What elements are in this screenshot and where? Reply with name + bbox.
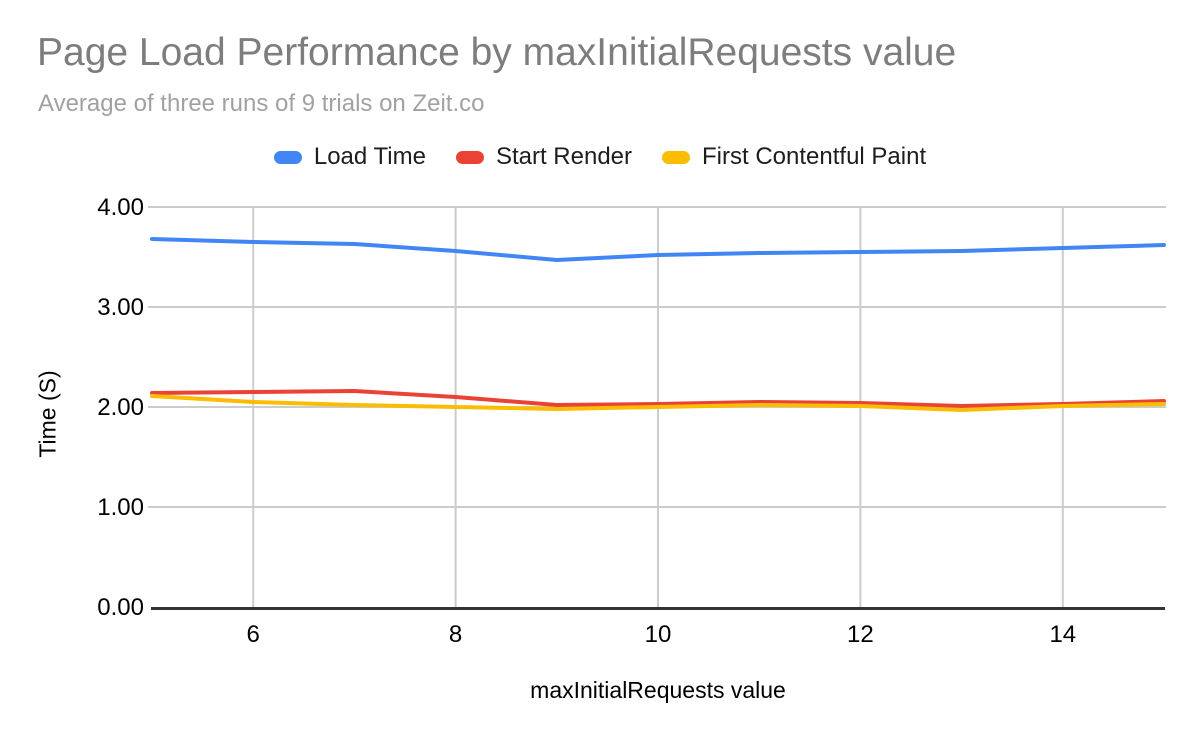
x-tick-label: 8 bbox=[449, 621, 462, 648]
legend-item-first-contentful-paint: First Contentful Paint bbox=[662, 143, 926, 171]
legend-swatch-load-time bbox=[273, 150, 302, 164]
series-line-start-render bbox=[150, 389, 1166, 408]
legend-label-start-render: Start Render bbox=[495, 143, 633, 170]
x-tick-label: 12 bbox=[847, 621, 874, 648]
legend-item-start-render: Start Render bbox=[455, 143, 633, 171]
x-axis-title: maxInitialRequests value bbox=[530, 677, 786, 703]
y-tick-label: 0.00 bbox=[97, 594, 144, 621]
y-tick-label: 3.00 bbox=[97, 294, 144, 321]
y-tick-label: 1.00 bbox=[97, 494, 144, 521]
x-tick-label: 10 bbox=[645, 621, 672, 648]
legend-swatch-first-contentful-paint bbox=[662, 150, 691, 164]
y-tick-label: 2.00 bbox=[97, 394, 144, 421]
series-line-first-contentful-paint bbox=[150, 394, 1166, 412]
chart-subtitle: Average of three runs of 9 trials on Zei… bbox=[38, 90, 485, 117]
legend: Load Time Start Render First Contentful … bbox=[0, 143, 1200, 171]
legend-swatch-start-render bbox=[455, 150, 484, 164]
legend-item-load-time: Load Time bbox=[273, 143, 426, 171]
x-tick-label: 6 bbox=[247, 621, 260, 648]
legend-label-load-time: Load Time bbox=[313, 143, 426, 170]
y-tick-label: 4.00 bbox=[97, 194, 144, 221]
chart-title: Page Load Performance by maxInitialReque… bbox=[37, 31, 957, 74]
legend-label-first-contentful-paint: First Contentful Paint bbox=[702, 143, 927, 170]
x-tick-label: 14 bbox=[1049, 621, 1076, 648]
series-line-load-time bbox=[150, 237, 1166, 262]
